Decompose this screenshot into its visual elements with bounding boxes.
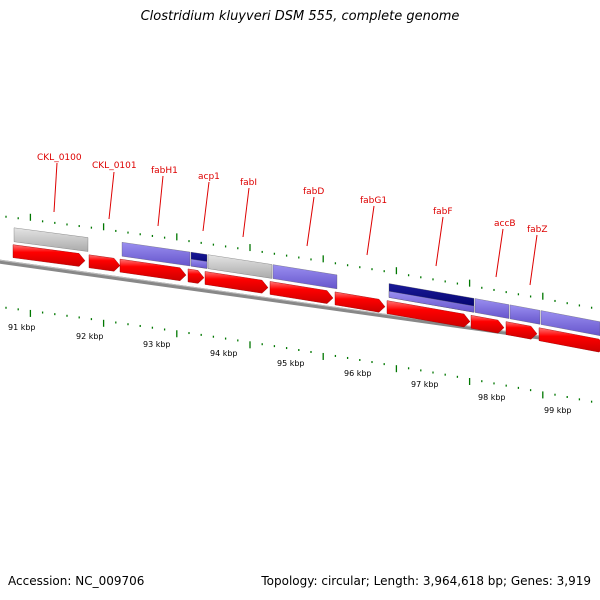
gene-label-ckl-0101: CKL_0101 — [92, 161, 137, 171]
accession-label: Accession: NC_009706 — [8, 574, 145, 588]
gene-bar — [474, 298, 510, 319]
gene-bar — [13, 227, 89, 252]
cds-arrow — [538, 327, 600, 353]
upper-tick-ring — [5, 213, 593, 309]
cds-arrow — [12, 244, 86, 267]
gene-label-fabh1: fabH1 — [151, 166, 178, 176]
kbp-label-99: 99 kbp — [544, 406, 572, 415]
topology-label: Topology: circular; Length: 3,964,618 bp… — [261, 574, 591, 588]
cds-arrow — [187, 268, 205, 284]
kbp-label-96: 96 kbp — [344, 369, 372, 378]
gene-label-fabf: fabF — [433, 207, 453, 217]
gene-bar-track — [13, 227, 600, 336]
cds-arrow — [119, 258, 187, 281]
gene-bar — [207, 254, 273, 279]
cds-arrow-track — [12, 244, 600, 353]
kbp-label-95: 95 kbp — [277, 359, 305, 368]
gene-label-fabg1: fabG1 — [360, 196, 387, 206]
cds-arrow — [470, 315, 505, 334]
kbp-label-94: 94 kbp — [210, 349, 238, 358]
gene-label-leaders — [53, 162, 538, 286]
gene-labels: CKL_0100 CKL_0101 fabH1 acp1 fabI fabD f… — [37, 153, 548, 235]
gene-label-fabd: fabD — [303, 187, 324, 197]
cds-arrow — [505, 321, 538, 340]
cds-arrow — [386, 300, 471, 328]
cds-arrow — [334, 291, 386, 313]
cds-arrow — [88, 254, 121, 272]
kbp-label-93: 93 kbp — [143, 340, 171, 349]
kbp-label-91: 91 kbp — [8, 323, 36, 332]
map-title: Clostridium kluyveri DSM 555, complete g… — [140, 9, 460, 24]
kbp-label-97: 97 kbp — [411, 380, 439, 389]
gene-bar — [190, 258, 208, 269]
gene-bar — [121, 242, 191, 267]
gene-label-ckl-0100: CKL_0100 — [37, 153, 82, 163]
gene-label-acp1: acp1 — [198, 172, 220, 182]
cds-arrow — [204, 271, 269, 294]
gene-bar — [272, 264, 338, 290]
gene-label-fabz: fabZ — [527, 225, 548, 235]
lower-tick-ring — [5, 306, 593, 403]
gene-label-accb: accB — [494, 219, 516, 229]
gene-label-fabi: fabI — [240, 178, 257, 188]
gene-bar — [388, 291, 475, 313]
cds-arrow — [269, 281, 334, 304]
gene-bar — [540, 310, 600, 336]
kbp-labels: 91 kbp 92 kbp 93 kbp 94 kbp 95 kbp 96 kb… — [8, 323, 572, 415]
kbp-label-92: 92 kbp — [76, 332, 104, 341]
gene-bar — [509, 304, 541, 325]
kbp-label-98: 98 kbp — [478, 393, 506, 402]
